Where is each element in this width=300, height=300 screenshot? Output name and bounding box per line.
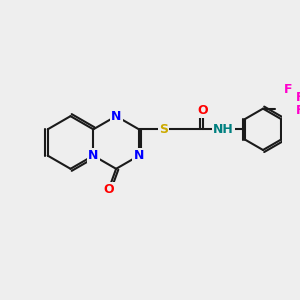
Text: NH: NH — [213, 123, 234, 136]
Text: F: F — [296, 91, 300, 104]
Text: N: N — [111, 110, 121, 123]
Text: O: O — [197, 104, 208, 117]
Text: F: F — [284, 83, 293, 96]
Text: F: F — [296, 104, 300, 117]
Text: N: N — [88, 149, 98, 162]
Text: N: N — [134, 149, 144, 162]
Text: O: O — [103, 183, 114, 196]
Text: S: S — [159, 123, 168, 136]
